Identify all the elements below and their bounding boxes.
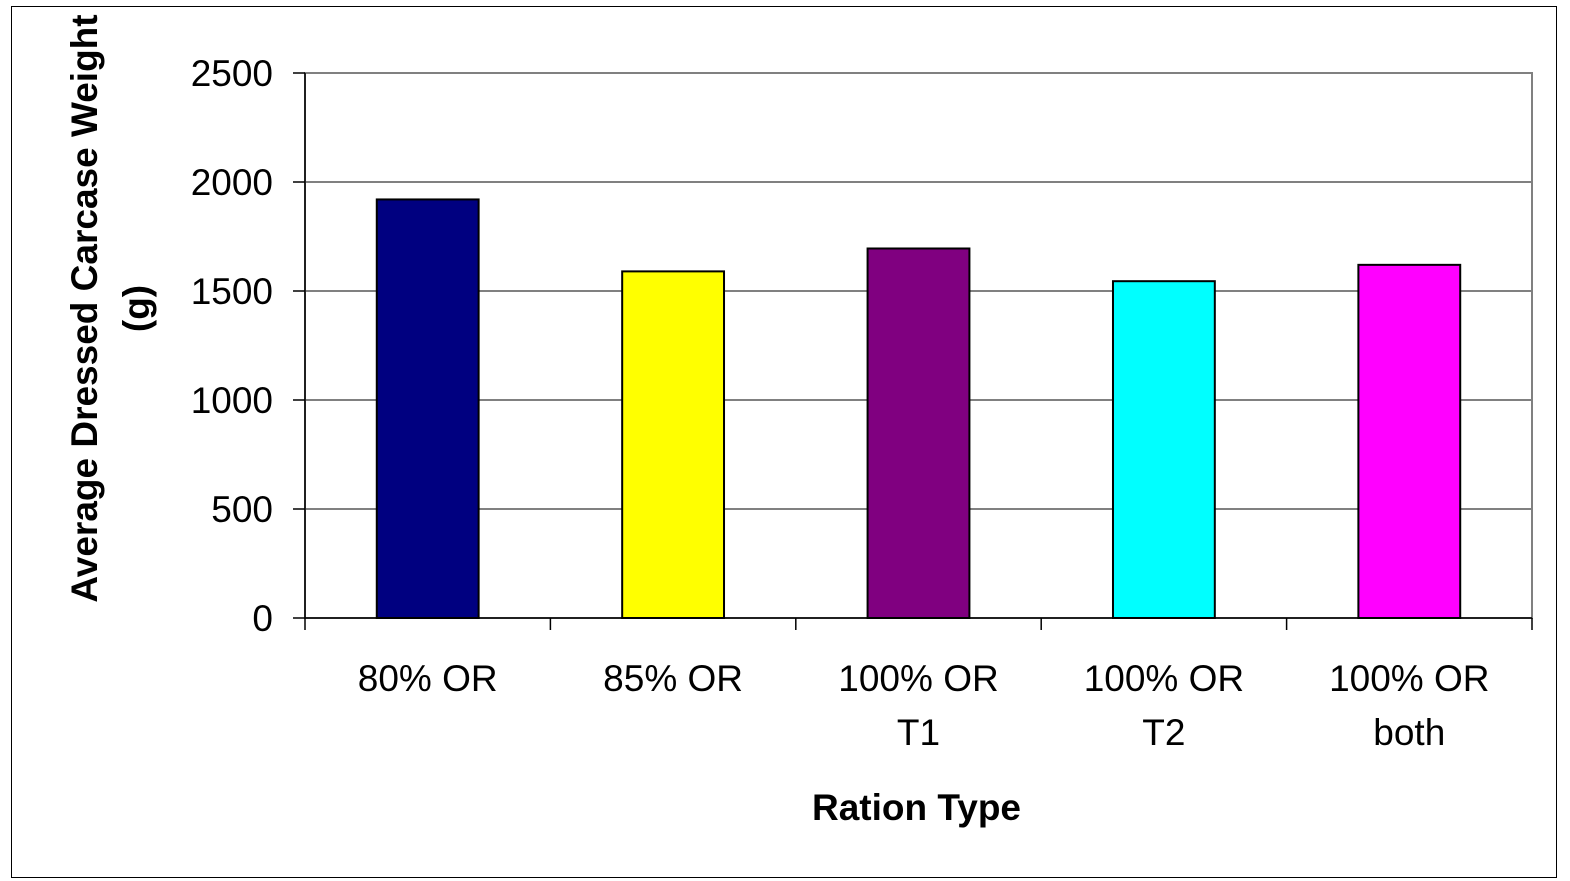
bar — [866, 247, 971, 620]
bar — [375, 198, 480, 619]
x-tick-label: 85% OR — [603, 658, 743, 699]
axes — [293, 72, 1533, 630]
y-tick-label: 1000 — [191, 380, 273, 421]
bars — [375, 198, 1462, 620]
bar — [621, 270, 726, 619]
y-axis-title: Average Dressed Carcase Weight (g) — [64, 14, 157, 602]
bar — [1111, 280, 1216, 619]
x-tick-label: 100% OR T1 — [838, 658, 998, 753]
y-tick-label: 2000 — [191, 162, 273, 203]
y-tick-label: 2500 — [191, 53, 273, 94]
x-tick-label: 80% OR — [358, 658, 498, 699]
chart-frame — [11, 6, 1557, 878]
x-tick-labels: 80% OR 85% OR 100% OR T1 100% OR T2 100% OR bot… — [358, 658, 1490, 753]
y-tick-labels: 0 500 1000 1500 2000 2500 — [191, 53, 273, 639]
bar — [1357, 263, 1462, 619]
y-tick-label: 500 — [211, 489, 273, 530]
y-tick-label: 1500 — [191, 271, 273, 312]
y-tick-label: 0 — [252, 598, 273, 639]
x-axis-title: Ration Type — [812, 787, 1021, 828]
x-tick-label: 100% OR T2 — [1084, 658, 1244, 753]
x-tick-label: 100% OR both — [1329, 658, 1489, 753]
